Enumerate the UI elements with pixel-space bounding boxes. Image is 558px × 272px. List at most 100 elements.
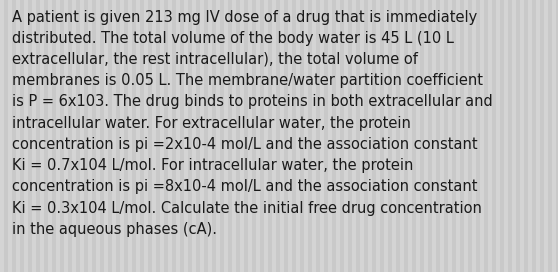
Bar (348, 0, 352, 272)
Bar (96, 0, 100, 272)
Bar (340, 0, 344, 272)
Bar (308, 0, 312, 272)
Bar (556, 0, 558, 272)
Bar (76, 0, 80, 272)
Bar (36, 0, 40, 272)
Bar (48, 0, 52, 272)
Bar (328, 0, 332, 272)
Bar (184, 0, 188, 272)
Bar (312, 0, 316, 272)
Bar (536, 0, 540, 272)
Bar (392, 0, 396, 272)
Bar (492, 0, 496, 272)
Bar (288, 0, 292, 272)
Bar (60, 0, 64, 272)
Bar (320, 0, 324, 272)
Bar (524, 0, 528, 272)
Bar (80, 0, 84, 272)
Bar (408, 0, 412, 272)
Bar (444, 0, 448, 272)
Bar (152, 0, 156, 272)
Bar (176, 0, 180, 272)
Bar (432, 0, 436, 272)
Bar (400, 0, 404, 272)
Bar (304, 0, 308, 272)
Bar (216, 0, 220, 272)
Bar (196, 0, 200, 272)
Bar (88, 0, 92, 272)
Bar (548, 0, 552, 272)
Bar (296, 0, 300, 272)
Bar (436, 0, 440, 272)
Bar (56, 0, 60, 272)
Bar (136, 0, 140, 272)
Bar (240, 0, 244, 272)
Bar (12, 0, 16, 272)
Bar (252, 0, 256, 272)
Bar (356, 0, 360, 272)
Bar (68, 0, 72, 272)
Bar (160, 0, 164, 272)
Bar (84, 0, 88, 272)
Bar (212, 0, 216, 272)
Bar (404, 0, 408, 272)
Bar (552, 0, 556, 272)
Bar (440, 0, 444, 272)
Bar (336, 0, 340, 272)
Bar (120, 0, 124, 272)
Bar (468, 0, 472, 272)
Bar (188, 0, 192, 272)
Bar (140, 0, 144, 272)
Bar (232, 0, 236, 272)
Bar (316, 0, 320, 272)
Bar (284, 0, 288, 272)
Bar (72, 0, 76, 272)
Bar (64, 0, 68, 272)
Text: A patient is given 213 mg IV dose of a drug that is immediately
distributed. The: A patient is given 213 mg IV dose of a d… (12, 10, 493, 237)
Bar (428, 0, 432, 272)
Bar (92, 0, 96, 272)
Bar (424, 0, 428, 272)
Bar (396, 0, 400, 272)
Bar (268, 0, 272, 272)
Bar (364, 0, 368, 272)
Bar (32, 0, 36, 272)
Bar (204, 0, 208, 272)
Bar (500, 0, 504, 272)
Bar (148, 0, 152, 272)
Bar (412, 0, 416, 272)
Bar (516, 0, 520, 272)
Bar (8, 0, 12, 272)
Bar (488, 0, 492, 272)
Bar (156, 0, 160, 272)
Bar (236, 0, 240, 272)
Bar (260, 0, 264, 272)
Bar (244, 0, 248, 272)
Bar (388, 0, 392, 272)
Bar (132, 0, 136, 272)
Bar (28, 0, 32, 272)
Bar (208, 0, 212, 272)
Bar (292, 0, 296, 272)
Bar (352, 0, 356, 272)
Bar (44, 0, 48, 272)
Bar (280, 0, 284, 272)
Bar (384, 0, 388, 272)
Bar (4, 0, 8, 272)
Bar (372, 0, 376, 272)
Bar (128, 0, 132, 272)
Bar (376, 0, 380, 272)
Bar (272, 0, 276, 272)
Bar (248, 0, 252, 272)
Bar (104, 0, 108, 272)
Bar (544, 0, 548, 272)
Bar (484, 0, 488, 272)
Bar (192, 0, 196, 272)
Bar (100, 0, 104, 272)
Bar (20, 0, 24, 272)
Bar (456, 0, 460, 272)
Bar (540, 0, 544, 272)
Bar (264, 0, 268, 272)
Bar (504, 0, 508, 272)
Bar (528, 0, 532, 272)
